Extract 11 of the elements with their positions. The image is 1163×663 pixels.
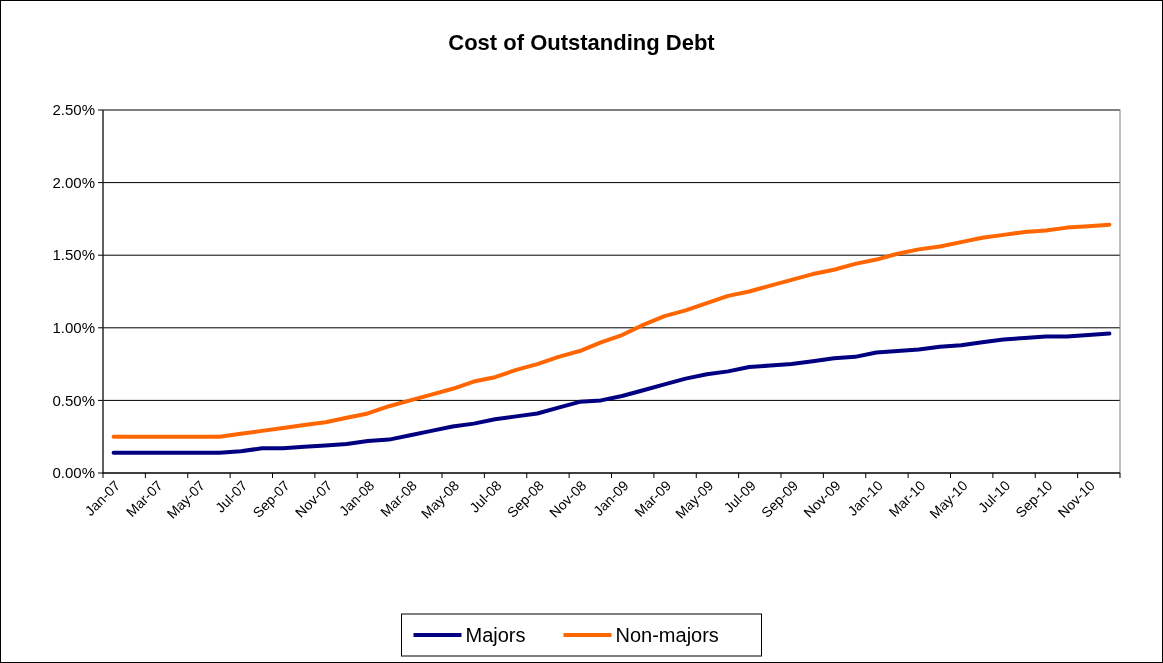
y-tick-label: 2.50% (52, 101, 95, 119)
y-tick-label: 0.50% (52, 391, 95, 409)
y-tick-label: 2.00% (52, 173, 95, 191)
chart-title: Cost of Outstanding Debt (448, 30, 716, 55)
line-series (111, 222, 1112, 439)
legend-label: Non-majors (615, 624, 719, 646)
y-tick-label: 1.50% (52, 246, 95, 264)
y-tick-label: 1.00% (52, 319, 95, 337)
y-tick-label: 0.00% (52, 464, 95, 482)
line-series (111, 331, 1112, 455)
legend-label: Majors (465, 624, 526, 646)
